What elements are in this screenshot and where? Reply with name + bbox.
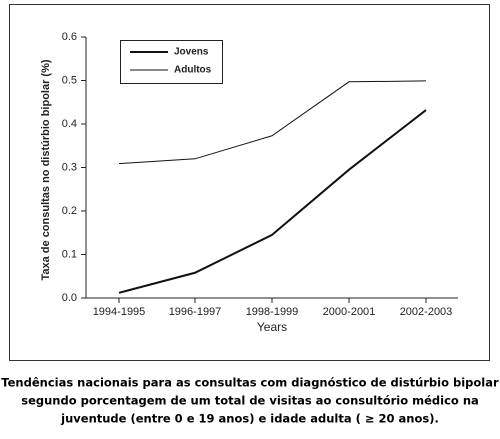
x-tick-label: 1994-1995 <box>93 306 146 318</box>
y-tick-label: 0.3 <box>62 161 77 173</box>
series-line <box>118 80 427 165</box>
y-tick-label: 0.2 <box>62 205 77 217</box>
legend-label: Adultos <box>174 65 212 76</box>
frame <box>9 4 490 361</box>
caption-line: segundo porcentagem de um total de visit… <box>21 394 479 408</box>
legend-box <box>120 40 223 84</box>
x-tick-label: 2000-2001 <box>323 306 376 318</box>
y-tick-label: 0.0 <box>62 292 77 304</box>
legend-label: Jovens <box>174 47 209 58</box>
y-tick-label: 0.4 <box>62 118 77 130</box>
caption-line: Tendências nacionais para as consultas c… <box>1 376 499 390</box>
x-tick-label: 1998-1999 <box>246 306 299 318</box>
y-tick-label: 0.1 <box>62 248 77 260</box>
y-tick-label: 0.5 <box>62 74 77 86</box>
caption-line: juventude (entre 0 e 19 anos) e idade ad… <box>60 412 439 426</box>
y-tick-label: 0.6 <box>62 31 77 43</box>
y-axis-label: Taxa de consultas no distúrbio bipolar (… <box>40 59 52 280</box>
x-axis-label: Years <box>257 320 287 334</box>
x-tick-label: 2002-2003 <box>400 306 453 318</box>
series-line <box>118 109 427 294</box>
x-tick-label: 1996-1997 <box>169 306 222 318</box>
